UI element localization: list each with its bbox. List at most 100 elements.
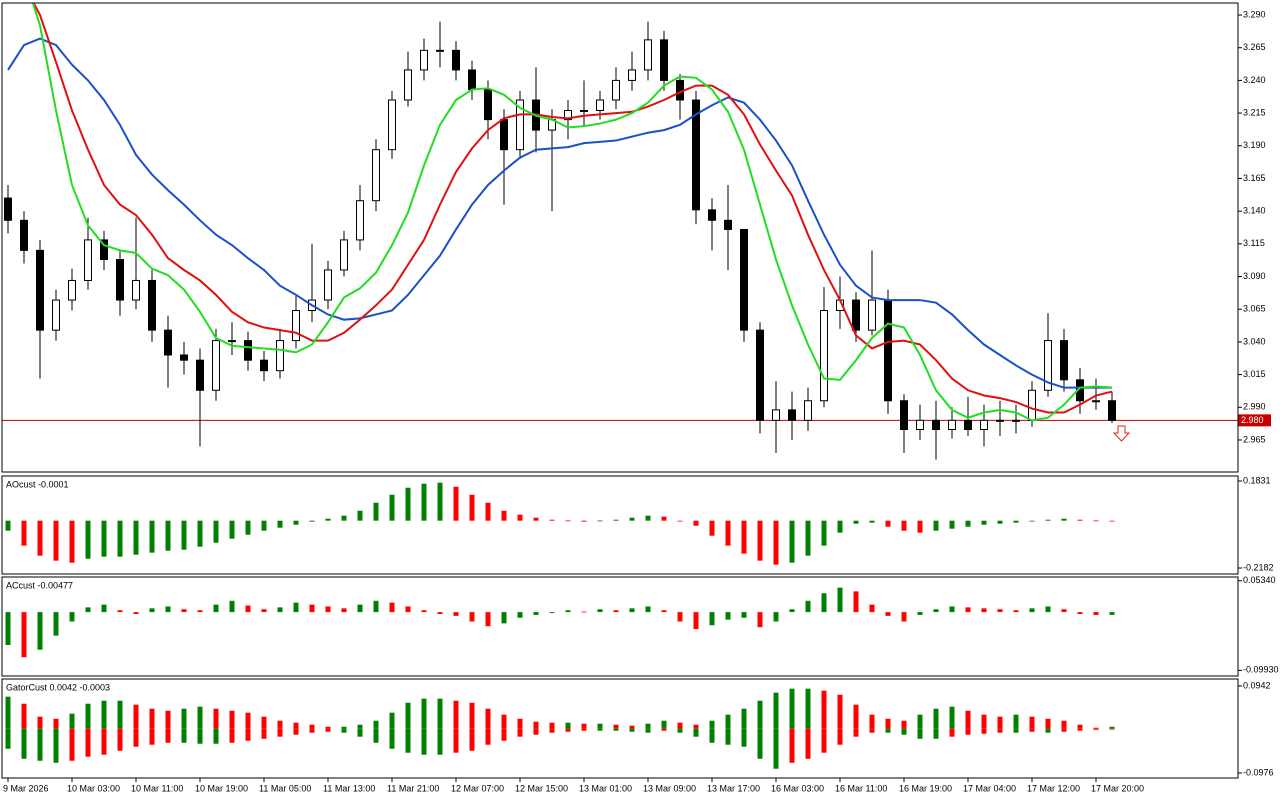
histogram-bar: [1013, 520, 1019, 523]
histogram-bar: [709, 520, 715, 536]
gator-bar: [629, 728, 635, 732]
candle-body: [1108, 400, 1116, 421]
candle-body: [100, 239, 108, 261]
candle-body: [356, 200, 364, 241]
y-tick-label: 3.290: [1243, 9, 1266, 19]
y-tick-label: 0.0942: [1243, 680, 1271, 690]
gator-bar: [357, 724, 363, 729]
gator-bar: [325, 726, 331, 729]
candle-body: [1092, 400, 1100, 403]
histogram-bar: [789, 609, 795, 613]
candle-body: [1012, 419, 1020, 422]
time-label: 11 Mar 21:00: [387, 783, 439, 793]
gator-bar: [21, 703, 27, 729]
gator-bar: [5, 696, 11, 729]
histogram-bar: [725, 612, 731, 620]
histogram-bar: [661, 516, 667, 521]
y-tick-label: 3.040: [1243, 336, 1266, 346]
gator-bar: [757, 700, 763, 729]
histogram-bar: [885, 612, 891, 616]
candle-body: [52, 299, 60, 331]
candle-body: [196, 359, 204, 391]
histogram-bar: [645, 515, 651, 521]
candle-body: [436, 49, 444, 52]
histogram-bar: [373, 502, 379, 521]
candle-body: [260, 359, 268, 372]
gator-bar: [1109, 728, 1115, 730]
histogram-bar: [69, 612, 75, 622]
gator-bar: [117, 700, 123, 729]
gator-bar: [245, 728, 251, 741]
gator-bar: [437, 728, 443, 755]
gator-bar: [597, 728, 603, 731]
y-tick-label: 0.1831: [1243, 475, 1271, 485]
histogram-bar: [949, 520, 955, 529]
histogram-bar: [629, 608, 635, 613]
histogram-bar: [837, 587, 843, 613]
histogram-bar: [309, 520, 315, 522]
moving-average-line: [7, 37, 1112, 389]
time-label: 10 Mar 19:00: [195, 783, 248, 793]
time-label: 17 Mar 04:00: [963, 783, 1016, 793]
gator-bar: [101, 728, 107, 755]
gator-bar: [629, 725, 635, 729]
y-tick-label: 3.165: [1243, 173, 1266, 183]
gator-bar: [725, 728, 731, 745]
candle-body: [596, 99, 604, 111]
gator-bar: [213, 728, 219, 744]
histogram-bar: [901, 520, 907, 531]
histogram-bar: [1077, 612, 1083, 614]
histogram-bar: [997, 520, 1003, 524]
candle-body: [804, 400, 812, 421]
histogram-bar: [933, 609, 939, 613]
histogram-bar: [69, 520, 75, 563]
gator-bar: [277, 728, 283, 737]
gator-bar: [229, 710, 235, 729]
histogram-bar: [53, 520, 59, 561]
gator-bar: [133, 704, 139, 729]
gator-bar: [613, 728, 619, 731]
histogram-bar: [725, 520, 731, 546]
time-label: 11 Mar 05:00: [259, 783, 311, 793]
histogram-bar: [21, 612, 27, 658]
candle-body: [244, 340, 252, 361]
y-tick-label: 0.05340: [1243, 575, 1276, 585]
candle-body: [916, 419, 924, 431]
histogram-bar: [101, 520, 107, 557]
histogram-bar: [501, 510, 507, 521]
gator-bar: [229, 728, 235, 743]
gator-bar: [389, 728, 395, 749]
gator-bar: [181, 708, 187, 729]
gator-bar: [213, 708, 219, 729]
gator-bar: [613, 724, 619, 729]
histogram-bar: [517, 514, 523, 521]
histogram-bar: [629, 517, 635, 521]
candle-body: [132, 279, 140, 301]
candle-body: [660, 39, 668, 81]
histogram-bar: [293, 602, 299, 613]
gator-bar: [69, 713, 75, 729]
time-label: 13 Mar 09:00: [643, 783, 696, 793]
gator-bar: [373, 728, 379, 743]
time-label: 13 Mar 17:00: [707, 783, 760, 793]
candle-body: [148, 279, 156, 331]
histogram-bar: [181, 609, 187, 613]
gator-bar: [773, 728, 779, 769]
gator-bar: [405, 702, 411, 729]
gator-bar: [965, 710, 971, 729]
histogram-bar: [901, 612, 907, 622]
histogram-bar: [933, 520, 939, 531]
panel-frame: [1, 475, 1239, 575]
histogram-bar: [37, 612, 43, 650]
gator-bar: [933, 728, 939, 739]
gator-bar: [1077, 724, 1083, 729]
histogram-bar: [533, 517, 539, 521]
histogram-bar: [805, 520, 811, 556]
histogram-bar: [21, 520, 27, 546]
gator-bar: [645, 728, 651, 733]
histogram-bar: [325, 606, 331, 613]
histogram-bar: [741, 520, 747, 554]
histogram-bar: [581, 520, 587, 522]
histogram-bar: [581, 611, 587, 613]
gator-bar: [597, 723, 603, 729]
